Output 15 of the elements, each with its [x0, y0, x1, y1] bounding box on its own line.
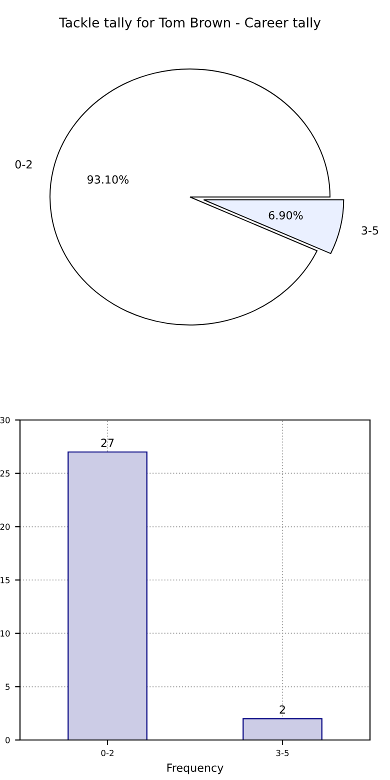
- data-label: 93.10%: [87, 175, 129, 184]
- chart-title: Tackle tally for Tom Brown - Career tally: [58, 17, 321, 30]
- data-label: 2: [280, 705, 285, 714]
- y-tick-label: 15: [0, 577, 10, 584]
- slice-label: 0-2: [15, 160, 32, 169]
- y-tick-label: 5: [6, 684, 10, 690]
- y-tick-label: 25: [0, 470, 10, 477]
- x-axis-title: Frequency: [167, 764, 224, 774]
- y-tick-label: 10: [0, 630, 10, 637]
- data-label: 27: [101, 438, 114, 447]
- slice-label: 3-5: [362, 226, 378, 235]
- y-tick-label: 20: [0, 524, 10, 530]
- y-tick-label: 0: [6, 736, 10, 744]
- data-label: 6.90%: [268, 211, 303, 220]
- y-tick-label: 30: [0, 416, 10, 424]
